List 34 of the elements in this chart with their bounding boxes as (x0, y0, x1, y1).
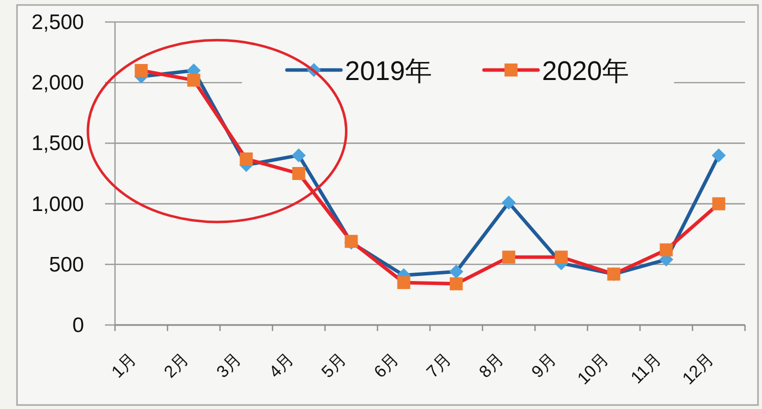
x-tick-label: 2月 (160, 349, 193, 382)
x-tick-label: 5月 (318, 349, 350, 382)
y-tick-label: 1,500 (31, 132, 84, 156)
x-tick-label: 6月 (370, 349, 403, 382)
x-tick-label: 12月 (678, 349, 718, 388)
x-tick-label: 10月 (574, 349, 613, 388)
x-tick-label: 3月 (212, 349, 246, 382)
point (712, 148, 726, 162)
x-tick-label: 1月 (108, 349, 140, 382)
y-tick-label: 2,000 (31, 72, 84, 95)
y-tick-label: 0 (72, 314, 84, 337)
y-tick-label: 2,500 (31, 11, 84, 34)
x-tick-label: 8月 (475, 349, 508, 382)
point (554, 250, 568, 264)
point (502, 250, 516, 264)
point (292, 167, 306, 180)
point (187, 74, 200, 87)
x-tick-label: 4月 (265, 349, 298, 382)
legend-label: 2020年 (542, 56, 630, 86)
point (134, 64, 148, 77)
y-tick-label: 500 (48, 253, 84, 276)
point (660, 243, 673, 256)
point (240, 152, 253, 166)
x-tick-label: 7月 (422, 349, 456, 382)
x-tick-label: 11月 (627, 349, 666, 388)
point (450, 277, 463, 290)
point (712, 197, 726, 210)
point (397, 276, 410, 290)
point (502, 196, 516, 210)
x-tick-label: 9月 (528, 349, 560, 382)
y-tick-label: 1,000 (31, 192, 84, 216)
legend-label: 2019年 (344, 56, 432, 86)
point (449, 264, 464, 279)
point (292, 148, 306, 162)
